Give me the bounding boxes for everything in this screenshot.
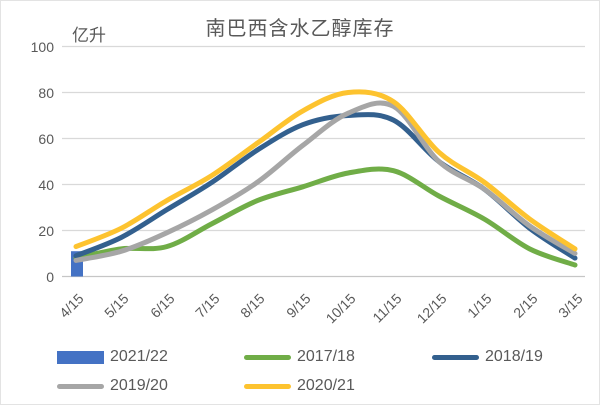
legend-item-2021-22: 2021/22 <box>57 348 168 366</box>
y-axis-tick-label: 80 <box>38 84 54 101</box>
series-line-2017-18 <box>73 166 578 268</box>
legend-item-2020-21: 2020/21 <box>244 377 355 395</box>
legend-label: 2020/21 <box>297 377 355 394</box>
y-axis-tick-label: 60 <box>38 130 54 147</box>
y-axis-tick-label: 100 <box>30 38 54 55</box>
legend-item-2018-19: 2018/19 <box>432 348 543 366</box>
y-axis-tick-label: 40 <box>38 176 54 193</box>
legend-line-swatch-2020-21 <box>244 383 291 389</box>
legend-label: 2021/22 <box>110 348 168 365</box>
series-line-2019-20 <box>73 100 578 263</box>
y-axis-tick-label: 20 <box>38 222 54 239</box>
legend-item-2019-20: 2019/20 <box>57 377 168 395</box>
series-line-2020-21 <box>73 89 578 252</box>
legend-line-swatch-2018-19 <box>432 354 479 360</box>
legend-item-2017-18: 2017/18 <box>244 348 355 366</box>
series-line-2018-19 <box>73 112 578 261</box>
legend-line-swatch-2017-18 <box>244 354 291 360</box>
legend-label: 2018/19 <box>485 348 543 365</box>
y-axis-tick-label: 0 <box>46 268 54 285</box>
chart-title: 南巴西含水乙醇库存 <box>205 16 395 40</box>
legend-label: 2017/18 <box>297 348 355 365</box>
legend-bar-swatch-2021-22 <box>57 350 104 364</box>
legend-label: 2019/20 <box>110 377 168 394</box>
y-axis-unit-label: 亿升 <box>72 26 106 45</box>
legend-line-swatch-2019-20 <box>57 383 104 389</box>
